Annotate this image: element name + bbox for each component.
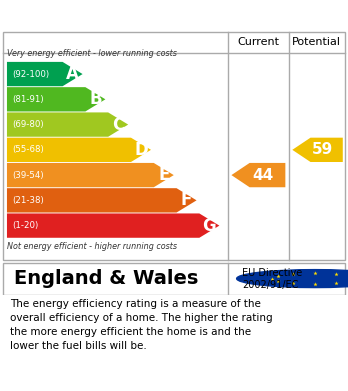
Text: Energy Efficiency Rating: Energy Efficiency Rating (10, 5, 258, 24)
Text: Not energy efficient - higher running costs: Not energy efficient - higher running co… (7, 242, 177, 251)
Polygon shape (7, 62, 82, 86)
Text: B: B (89, 90, 102, 108)
Polygon shape (7, 163, 174, 187)
Text: (55-68): (55-68) (12, 145, 44, 154)
Text: C: C (112, 116, 124, 134)
Polygon shape (292, 138, 343, 162)
Text: (21-38): (21-38) (12, 196, 44, 205)
Text: 59: 59 (311, 142, 333, 157)
Text: EU Directive: EU Directive (242, 268, 302, 278)
Ellipse shape (237, 270, 348, 287)
Polygon shape (7, 138, 151, 162)
Polygon shape (7, 213, 219, 238)
Text: England & Wales: England & Wales (14, 269, 198, 288)
Text: Very energy efficient - lower running costs: Very energy efficient - lower running co… (7, 49, 177, 58)
Polygon shape (7, 113, 128, 137)
Text: E: E (158, 166, 169, 184)
Polygon shape (7, 188, 197, 213)
Text: Potential: Potential (292, 37, 341, 47)
Polygon shape (231, 163, 285, 187)
Text: (69-80): (69-80) (12, 120, 44, 129)
Text: (39-54): (39-54) (12, 170, 44, 179)
Text: The energy efficiency rating is a measure of the
overall efficiency of a home. T: The energy efficiency rating is a measur… (10, 300, 273, 352)
Polygon shape (7, 87, 105, 111)
Text: A: A (66, 65, 79, 83)
Text: (92-100): (92-100) (12, 70, 49, 79)
Text: (81-91): (81-91) (12, 95, 44, 104)
Text: F: F (181, 191, 192, 209)
Text: Current: Current (237, 37, 279, 47)
Text: G: G (203, 217, 216, 235)
Text: 2002/91/EC: 2002/91/EC (242, 280, 298, 290)
Text: D: D (134, 141, 148, 159)
Text: (1-20): (1-20) (12, 221, 38, 230)
Text: 44: 44 (252, 168, 274, 183)
